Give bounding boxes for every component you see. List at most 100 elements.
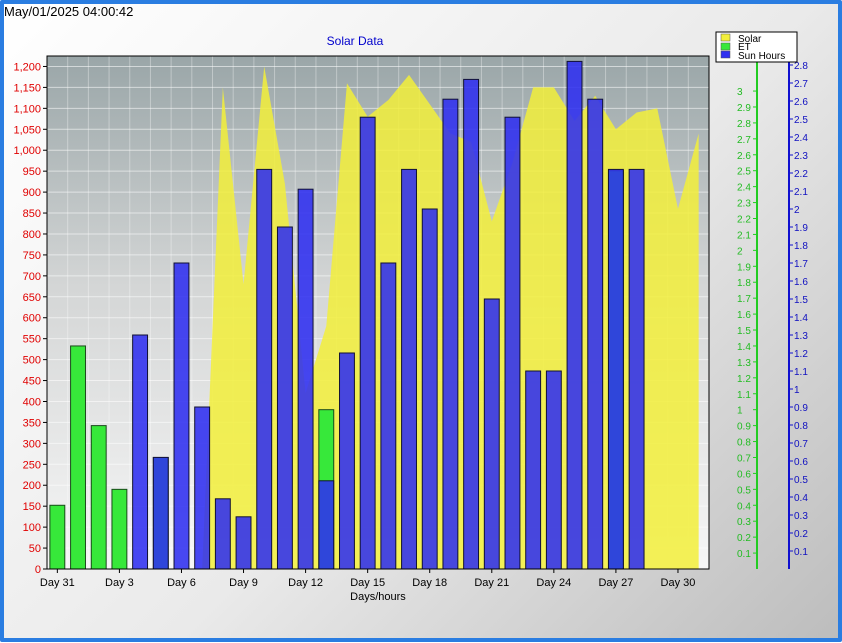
sun-hours-tick-label: 0.8	[794, 421, 808, 432]
et-tick-label: 2.3	[737, 199, 751, 210]
et-tick-label: 0.6	[737, 469, 751, 480]
sun-hours-tick-label: 1.1	[794, 367, 808, 378]
y-tick-label: 300	[23, 438, 41, 450]
et-tick-label: 2.8	[737, 119, 751, 130]
x-tick-label: Day 3	[105, 577, 134, 589]
x-tick-label: Day 24	[536, 577, 571, 589]
sun-hours-tick-label: 2.2	[794, 169, 808, 180]
et-tick-label: 0.5	[737, 485, 751, 496]
et-tick-label: 1.6	[737, 310, 751, 321]
sun-hours-tick-label: 0.9	[794, 403, 808, 414]
sun-hours-bar	[380, 262, 397, 570]
x-tick-label: Day 31	[40, 577, 75, 589]
x-tick-label: Day 21	[474, 577, 509, 589]
y-tick-label: 600	[23, 313, 41, 325]
et-tick-label: 0.2	[737, 533, 751, 544]
timestamp-label: May/01/2025 04:00:42	[4, 4, 134, 19]
sun-hours-tick-label: 2.8	[794, 61, 808, 72]
y-tick-label: 1,050	[13, 124, 41, 136]
et-tick-label: 2.6	[737, 151, 751, 162]
sun-hours-bar	[214, 498, 231, 570]
x-axis-label: Days/hours	[350, 591, 406, 603]
sun-hours-tick-label: 0.3	[794, 511, 808, 522]
y-tick-label: 1,100	[13, 103, 41, 115]
et-tick-label: 2	[737, 246, 743, 257]
x-tick-label: Day 27	[598, 577, 633, 589]
et-tick-label: 1.8	[737, 278, 751, 289]
legend: Solar ET Sun Hours	[715, 31, 798, 63]
sun-hours-tick-label: 1.8	[794, 241, 808, 252]
sun-hours-tick-label: 2.3	[794, 151, 808, 162]
y-tick-label: 800	[23, 229, 41, 241]
et-tick-label: 1	[737, 406, 743, 417]
sun-hours-tick-label: 2.5	[794, 115, 808, 126]
sun-hours-tick-label: 1.5	[794, 295, 808, 306]
y-tick-label: 1,200	[13, 61, 41, 73]
legend-label-sun-hours: Sun Hours	[738, 51, 785, 62]
sun-hours-bar	[297, 188, 314, 570]
sun-hours-tick-label: 2.1	[794, 187, 808, 198]
y-tick-label: 550	[23, 334, 41, 346]
et-tick-label: 1.2	[737, 374, 751, 385]
et-tick-label: 0.4	[737, 501, 751, 512]
sun-hours-bar	[566, 60, 583, 570]
et-tick-label: 0.8	[737, 438, 751, 449]
et-tick-label: 2.5	[737, 167, 751, 178]
sun-hours-tick-label: 1.9	[794, 223, 808, 234]
sun-hours-bar	[545, 370, 562, 570]
sun-hours-tick-label: 1	[794, 385, 800, 396]
bar-layer	[49, 60, 645, 570]
et-tick-label: 0.9	[737, 422, 751, 433]
y-tick-label: 400	[23, 396, 41, 408]
et-tick-label: 1.3	[737, 358, 751, 369]
et-tick-label: 2.1	[737, 230, 751, 241]
sun-hours-tick-label: 1.3	[794, 331, 808, 342]
sun-hours-bar	[152, 456, 169, 570]
y-tick-label: 750	[23, 250, 41, 262]
legend-label-solar: Solar	[738, 34, 762, 45]
et-tick-label: 0.3	[737, 517, 751, 528]
sun-hours-bar	[401, 168, 417, 570]
y-tick-label: 850	[23, 208, 41, 220]
sun-hours-bar	[318, 480, 335, 570]
legend-label-et: ET	[738, 42, 751, 53]
et-tick-label: 0.7	[737, 453, 751, 464]
legend-swatch-solar	[720, 33, 731, 42]
et-tick-label: 3	[737, 87, 743, 98]
x-tick-label: Day 12	[288, 577, 323, 589]
x-tick-label: Day 15	[350, 577, 385, 589]
sun-hours-bar	[607, 168, 624, 570]
y-tick-label: 950	[23, 166, 41, 178]
y-tick-label: 150	[23, 501, 41, 513]
et-bar	[90, 425, 107, 570]
et-tick-label: 2.9	[737, 103, 751, 114]
sun-hours-tick-label: 0.1	[794, 547, 808, 558]
sun-hours-bar	[525, 370, 542, 570]
et-bar	[111, 488, 128, 570]
plot-border	[46, 55, 710, 570]
et-tick-label: 1.5	[737, 326, 751, 337]
et-tick-label: 2.4	[737, 183, 751, 194]
x-tick-label: Day 18	[412, 577, 447, 589]
sun-hours-tick-label: 0.5	[794, 475, 808, 486]
sun-hours-tick-label: 2.6	[794, 97, 808, 108]
y-tick-label: 900	[23, 187, 41, 199]
y-tick-label: 100	[23, 522, 41, 534]
y-tick-label: 1,150	[13, 82, 41, 94]
y-tick-label: 250	[23, 459, 41, 471]
x-tick-label: Day 30	[661, 577, 696, 589]
sun-hours-bar	[256, 168, 273, 570]
et-tick-label: 1.9	[737, 262, 751, 273]
et-tick-label: 1.1	[737, 390, 751, 401]
sun-hours-bar	[132, 334, 149, 570]
sun-hours-tick-label: 1.7	[794, 259, 808, 270]
sun-hours-tick-label: 1.6	[794, 277, 808, 288]
y-tick-label: 50	[29, 543, 41, 555]
sun-hours-tick-label: 2	[794, 205, 800, 216]
y-tick-label: 700	[23, 271, 41, 283]
sun-hours-bar	[483, 298, 500, 570]
sun-hours-bar	[504, 116, 521, 570]
et-bar	[49, 504, 66, 570]
y-tick-label: 350	[23, 417, 41, 429]
